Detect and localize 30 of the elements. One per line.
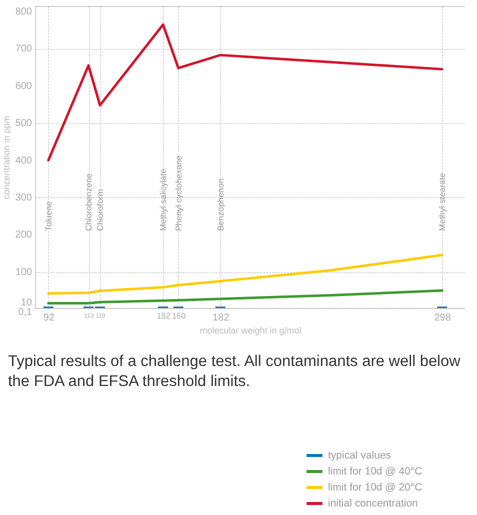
x-tick-label: 92 <box>43 312 55 324</box>
y-tick-label: 400 <box>15 155 32 166</box>
y-tick-label: 0,1 <box>18 307 32 318</box>
x-tick-label: 160 <box>172 312 186 320</box>
y-tick-label: 700 <box>15 44 32 55</box>
y-tick-label: 100 <box>15 266 32 278</box>
x-tick-label: 152 <box>156 312 171 320</box>
annotation: Chloroform <box>94 188 105 231</box>
annotation: Benzophenon <box>215 178 226 231</box>
legend-label: typical values <box>328 450 392 462</box>
annotation: Toluene <box>43 200 54 231</box>
x-axis-title: molecular weight in g/mol <box>200 326 302 336</box>
line-series <box>47 254 444 295</box>
annotation: Chlorobenzene <box>84 173 94 231</box>
x-tick-label: 182 <box>212 312 230 324</box>
annotation: Methyl stearate <box>437 172 448 231</box>
y-tick-label: 200 <box>15 230 32 241</box>
y-tick-label: 300 <box>15 192 32 204</box>
y-tick-label: 10 <box>20 297 32 308</box>
text: Typical results of a challenge test. All contaminants are well below the FDA and EFSA threshold limits. <box>8 352 462 392</box>
y-axis-title: concentration in ppm <box>2 116 12 200</box>
y-tick-label: 500 <box>15 118 32 130</box>
y-tick-label: 600 <box>15 80 32 92</box>
legend-label: limit for 10d @ 20°C <box>328 482 423 494</box>
legend-label: initial concentration <box>328 498 418 510</box>
annotation: Methyl salicylate <box>158 168 168 231</box>
annotation: Phenyl cyclohexane <box>173 155 184 231</box>
legend-label: limit for 10d @ 40°C <box>328 466 423 478</box>
y-tick-label: 800 <box>15 6 32 18</box>
x-tick-label: 298 <box>434 312 452 324</box>
